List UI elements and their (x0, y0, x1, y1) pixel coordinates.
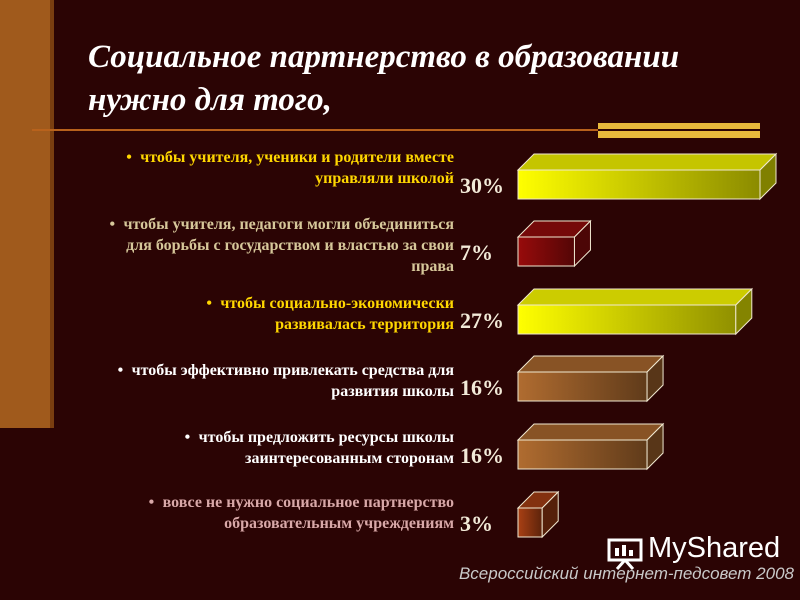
list-item: • чтобы социально-экономически развивалас… (124, 293, 454, 335)
bar-top (516, 153, 778, 171)
bar-side (735, 287, 753, 336)
bar-side (573, 219, 591, 268)
bar-side (646, 354, 664, 403)
bar (517, 169, 761, 200)
bar-chart: 30% 7% 27% 16% 16% 3% (460, 152, 778, 539)
title-underline (32, 129, 760, 131)
bullet-icon: • (184, 429, 191, 446)
bar (517, 371, 648, 402)
bullet-icon: • (126, 149, 132, 166)
list-item: • чтобы учителя, педагоги могли объединит… (104, 214, 454, 277)
data-label: 7% (460, 240, 493, 265)
list-item-text: вовсе не нужно социальное партнерство об… (162, 494, 454, 532)
list-item: • вовсе не нужно социальное партнерство о… (54, 492, 454, 534)
data-label: 16% (460, 443, 504, 468)
list-item-text: чтобы учителя, педагоги могли объединить… (123, 216, 454, 275)
bar (517, 304, 737, 335)
slide-title: Социальное партнерство в образовании нуж… (88, 39, 680, 118)
watermark-text: MyShared (648, 532, 781, 564)
bar-top (516, 288, 754, 306)
bar-top (516, 423, 665, 441)
bullet-icon: • (148, 494, 155, 511)
bullet-icon: • (109, 216, 116, 233)
presentation-icon (607, 538, 643, 570)
list-item-text: чтобы учителя, ученики и родители вместе… (140, 149, 454, 187)
list-item-text: чтобы эффективно привлекать средства для… (131, 362, 454, 400)
bar-side (759, 152, 777, 201)
data-label: 16% (460, 375, 504, 400)
bar-side (541, 490, 559, 539)
list-item: • чтобы предложить ресурсы школы заинтере… (94, 427, 454, 469)
left-decorative-bar (0, 0, 53, 428)
bar (517, 439, 648, 470)
bar (517, 236, 575, 267)
data-label: 27% (460, 308, 504, 333)
left-bar-edge (50, 0, 54, 428)
bar-side (646, 422, 664, 471)
bullet-icon: • (206, 295, 212, 312)
data-label: 3% (460, 511, 493, 536)
list-item: • чтобы эффективно привлекать средства дл… (54, 360, 454, 402)
list-item: • чтобы учителя, ученики и родители вмест… (124, 147, 454, 189)
bullet-icon: • (117, 362, 124, 379)
footer-caption: Всероссийский интернет-педсовет 2008 (458, 564, 794, 583)
bar-top (516, 355, 665, 373)
title-accent-line (598, 129, 760, 131)
bar (517, 507, 543, 538)
list-item-text: чтобы социально-экономически развивалась… (220, 295, 454, 333)
data-label: 30% (460, 173, 504, 198)
list-item-text: чтобы предложить ресурсы школы заинтерес… (198, 429, 454, 467)
